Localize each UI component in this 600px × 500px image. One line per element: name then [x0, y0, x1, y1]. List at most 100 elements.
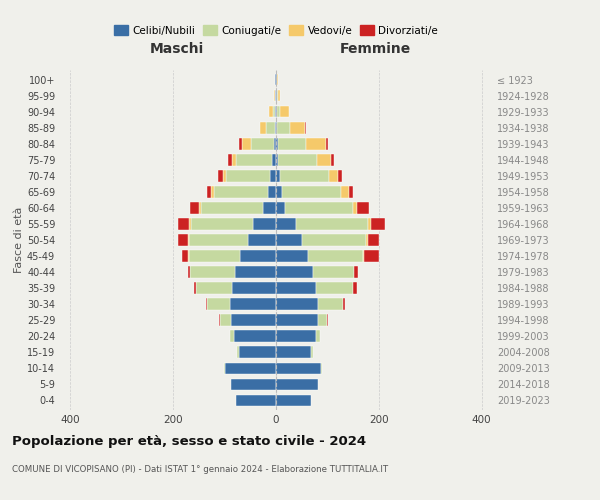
- Bar: [321, 362, 322, 374]
- Bar: [276, 138, 278, 149]
- Bar: [282, 186, 341, 198]
- Bar: [178, 218, 189, 230]
- Bar: [248, 234, 276, 246]
- Bar: [316, 282, 353, 294]
- Bar: [349, 186, 353, 198]
- Bar: [263, 202, 276, 213]
- Bar: [230, 330, 234, 342]
- Bar: [276, 394, 311, 406]
- Bar: [178, 234, 188, 246]
- Bar: [366, 234, 368, 246]
- Bar: [276, 362, 321, 374]
- Bar: [343, 298, 345, 310]
- Bar: [290, 122, 305, 134]
- Bar: [214, 186, 268, 198]
- Bar: [220, 314, 231, 326]
- Text: Popolazione per età, sesso e stato civile - 2024: Popolazione per età, sesso e stato civil…: [12, 435, 366, 448]
- Bar: [236, 154, 272, 166]
- Bar: [275, 122, 276, 134]
- Bar: [357, 202, 368, 213]
- Bar: [277, 90, 278, 102]
- Bar: [276, 234, 302, 246]
- Bar: [285, 202, 353, 213]
- Bar: [354, 266, 358, 278]
- Bar: [230, 298, 276, 310]
- Bar: [280, 106, 289, 118]
- Bar: [260, 122, 266, 134]
- Bar: [188, 266, 190, 278]
- Bar: [276, 154, 278, 166]
- Bar: [191, 218, 253, 230]
- Bar: [353, 282, 357, 294]
- Bar: [278, 90, 280, 102]
- Bar: [318, 298, 343, 310]
- Bar: [189, 218, 191, 230]
- Bar: [231, 314, 276, 326]
- Bar: [269, 106, 273, 118]
- Bar: [277, 106, 280, 118]
- Bar: [188, 234, 248, 246]
- Bar: [296, 218, 368, 230]
- Bar: [253, 218, 276, 230]
- Bar: [277, 74, 278, 86]
- Bar: [182, 250, 188, 262]
- Bar: [305, 122, 307, 134]
- Bar: [313, 266, 354, 278]
- Bar: [194, 282, 196, 294]
- Bar: [368, 234, 379, 246]
- Bar: [227, 154, 232, 166]
- Bar: [302, 234, 366, 246]
- Bar: [266, 122, 275, 134]
- Bar: [368, 218, 371, 230]
- Text: Maschi: Maschi: [149, 42, 204, 56]
- Bar: [206, 298, 230, 310]
- Bar: [190, 202, 199, 213]
- Bar: [311, 346, 313, 358]
- Bar: [226, 170, 270, 181]
- Bar: [224, 362, 276, 374]
- Bar: [223, 170, 226, 181]
- Bar: [272, 154, 276, 166]
- Bar: [318, 314, 328, 326]
- Bar: [276, 378, 318, 390]
- Bar: [242, 138, 251, 149]
- Bar: [278, 138, 307, 149]
- Bar: [276, 122, 277, 134]
- Bar: [190, 266, 235, 278]
- Bar: [239, 138, 242, 149]
- Bar: [338, 170, 343, 181]
- Bar: [276, 346, 311, 358]
- Bar: [364, 250, 379, 262]
- Bar: [276, 298, 318, 310]
- Bar: [232, 154, 236, 166]
- Bar: [316, 330, 320, 342]
- Bar: [353, 202, 357, 213]
- Bar: [274, 138, 276, 149]
- Bar: [329, 170, 338, 181]
- Bar: [276, 266, 313, 278]
- Bar: [276, 170, 280, 181]
- Bar: [251, 138, 274, 149]
- Bar: [240, 250, 276, 262]
- Bar: [278, 154, 317, 166]
- Bar: [270, 170, 276, 181]
- Bar: [276, 314, 318, 326]
- Bar: [268, 186, 276, 198]
- Bar: [308, 250, 364, 262]
- Bar: [235, 266, 276, 278]
- Bar: [237, 346, 239, 358]
- Bar: [317, 154, 331, 166]
- Bar: [307, 138, 326, 149]
- Bar: [276, 106, 277, 118]
- Bar: [371, 218, 385, 230]
- Bar: [199, 202, 202, 213]
- Bar: [275, 106, 276, 118]
- Bar: [211, 186, 214, 198]
- Bar: [196, 282, 232, 294]
- Bar: [276, 330, 316, 342]
- Bar: [234, 330, 276, 342]
- Bar: [236, 394, 276, 406]
- Bar: [232, 282, 276, 294]
- Legend: Celibi/Nubili, Coniugati/e, Vedovi/e, Divorziati/e: Celibi/Nubili, Coniugati/e, Vedovi/e, Di…: [110, 21, 442, 40]
- Bar: [202, 202, 263, 213]
